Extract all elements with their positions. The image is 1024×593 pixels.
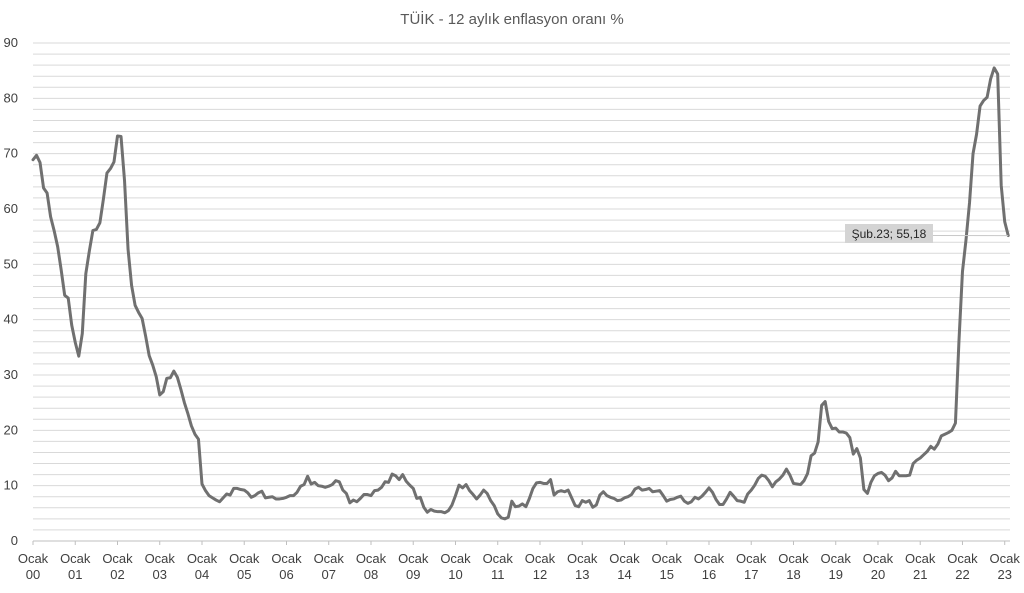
x-tick-label: Ocak 08 [356,551,387,582]
y-tick-label: 80 [4,90,18,105]
x-tick-label: Ocak 22 [947,551,978,582]
x-tick-label: Ocak 17 [736,551,767,582]
y-tick-label: 90 [4,35,18,50]
x-tick-label: Ocak 09 [398,551,429,582]
y-tick-label: 70 [4,146,18,161]
x-tick-label: Ocak 06 [271,551,302,582]
y-axis-ticks: 0 10 20 30 40 50 60 70 80 90 [4,35,18,548]
x-tick-label: Ocak 00 [18,551,49,582]
chart-title: TÜİK - 12 aylık enflasyon oranı % [400,10,623,28]
y-tick-label: 0 [11,533,18,548]
annotation-layer: Şub.23; 55,18 [845,224,1009,243]
x-tick-label: Ocak 13 [567,551,598,582]
x-tick-label: Ocak 04 [187,551,218,582]
x-tick-label: Ocak 16 [694,551,725,582]
x-tick-label: Ocak 03 [145,551,176,582]
x-tick-label: Ocak 14 [609,551,640,582]
x-tick-label: Ocak 10 [440,551,471,582]
callout-box [845,224,933,243]
callout-label: Şub.23; 55,18 [852,227,927,241]
y-tick-label: 40 [4,312,18,327]
x-tick-label: Ocak 05 [229,551,260,582]
x-tick-label: Ocak 21 [905,551,936,582]
y-tick-label: 30 [4,367,18,382]
gridlines [33,42,1010,542]
x-tick-label: Ocak 01 [60,551,91,582]
x-tick-label: Ocak 15 [652,551,683,582]
x-axis-ticks: Ocak 00 Ocak 01 Ocak 02 Ocak 03 Ocak 04 Ocak 05 Ocak… [18,541,1021,582]
x-tick-label: Ocak 02 [102,551,133,582]
y-tick-label: 10 [4,478,18,493]
series-layer [31,66,1010,521]
x-tick-label: Ocak 23 [990,551,1021,582]
y-tick-label: 50 [4,256,18,271]
x-tick-label: Ocak 18 [778,551,809,582]
x-tick-label: Ocak 20 [863,551,894,582]
x-tick-label: Ocak 12 [525,551,556,582]
y-tick-label: 60 [4,201,18,216]
x-tick-label: Ocak 11 [483,551,514,582]
series-line-inflation [31,66,1010,521]
x-tick-label: Ocak 07 [314,551,345,582]
y-tick-label: 20 [4,422,18,437]
x-tick-label: Ocak 19 [821,551,852,582]
